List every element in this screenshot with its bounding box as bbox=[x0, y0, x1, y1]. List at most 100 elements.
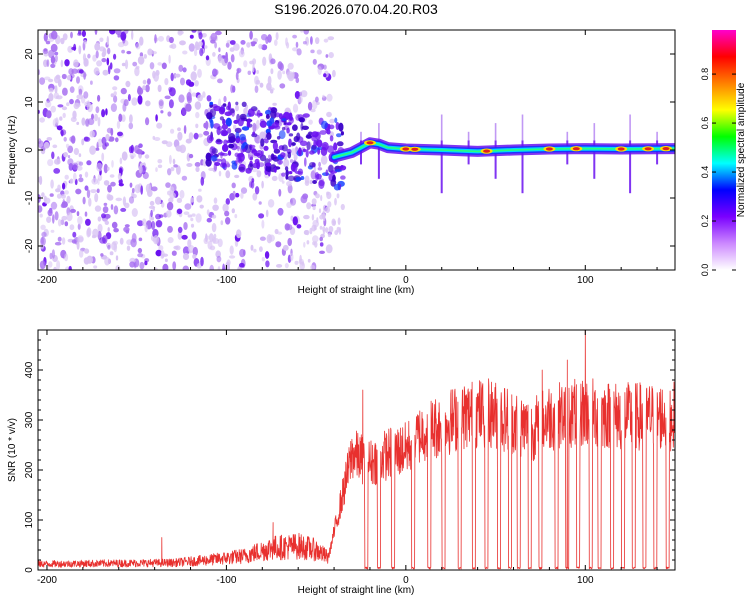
spectrogram-tail-blob bbox=[306, 202, 312, 210]
spectrogram-noise-blob bbox=[262, 56, 267, 66]
spectrogram-noise-blob bbox=[247, 70, 252, 76]
spectrogram-tail-blob bbox=[337, 217, 341, 225]
spectrogram-noise-blob bbox=[47, 159, 54, 167]
spectrogram-tail-blob bbox=[325, 206, 330, 213]
spectrogram-noise-blob bbox=[52, 144, 58, 149]
spectrogram-noise-blob bbox=[327, 36, 335, 41]
spectrogram-noise-blob bbox=[213, 197, 218, 204]
spectrogram-hot-spot-core bbox=[617, 147, 625, 151]
spectrogram-hot-spot-core bbox=[366, 141, 374, 145]
spectrogram-noise-blob bbox=[78, 177, 84, 183]
spectrogram-noise-blob bbox=[61, 215, 68, 221]
spectrogram-noise-blob bbox=[299, 254, 302, 264]
spectrogram-noise-blob bbox=[57, 236, 62, 242]
spectrogram-noise-blob bbox=[64, 253, 69, 262]
spectrogram-noise-blob bbox=[286, 224, 293, 231]
spectrogram-noise-blob bbox=[303, 214, 310, 220]
spectrogram-noise-blob bbox=[138, 165, 143, 174]
spectrogram-noise-blob bbox=[94, 193, 99, 203]
spectrogram-noise-blob bbox=[84, 211, 88, 217]
spectrogram-noise-blob bbox=[117, 172, 122, 181]
spectrogram-noise-blob bbox=[131, 30, 134, 40]
spectrogram-noise-blob bbox=[50, 63, 56, 68]
spectrogram-noise-blob bbox=[83, 39, 87, 45]
spectrogram-noise-blob bbox=[238, 50, 245, 58]
spectrogram-noise-blob bbox=[214, 41, 218, 49]
spectrogram-noise-blob bbox=[195, 166, 200, 172]
spectrogram-noise-blob bbox=[225, 170, 231, 179]
spectrogram-noise-blob bbox=[70, 208, 76, 213]
snr-xtick-label: -200 bbox=[37, 575, 57, 586]
spectrogram-turbulent-blob bbox=[221, 130, 229, 136]
spectrogram-noise-blob bbox=[190, 223, 195, 228]
spectrogram-turbulent-blob bbox=[296, 132, 301, 141]
colorbar-ticks: 0.0 0.2 0.4 0.6 0.8 bbox=[700, 68, 736, 276]
spectrogram-noise-blob bbox=[39, 117, 45, 123]
spectrogram-noise-blob bbox=[201, 33, 207, 38]
spectrogram-streak bbox=[593, 123, 596, 141]
spectrogram-noise-blob bbox=[177, 127, 181, 132]
spectrogram-noise-blob bbox=[158, 99, 164, 107]
spectrogram-noise-blob bbox=[169, 154, 172, 165]
spectrogram-noise-blob bbox=[85, 58, 89, 67]
spectrogram-turbulent-blob bbox=[288, 133, 294, 137]
spectrogram-noise-blob bbox=[188, 132, 194, 141]
spectrogram-turbulent-blob bbox=[247, 118, 252, 124]
spectrogram-noise-blob bbox=[145, 117, 150, 126]
spectrogram-noise-blob bbox=[82, 196, 86, 205]
colorbar-tick-label: 0.6 bbox=[700, 117, 710, 130]
spectrogram-noise-blob bbox=[197, 41, 203, 47]
spectrogram-noise-blob bbox=[66, 102, 70, 107]
spectrogram-noise-blob bbox=[194, 101, 202, 110]
spectrogram-noise-blob bbox=[169, 87, 176, 97]
spectrogram-noise-blob bbox=[255, 119, 260, 129]
spectrogram-noise-blob bbox=[129, 182, 133, 188]
spectrogram-noise-blob bbox=[46, 110, 52, 119]
spectrogram-turbulent-blob bbox=[298, 117, 304, 122]
spectrogram-noise-blob bbox=[64, 190, 69, 195]
spectrogram-noise-blob bbox=[46, 137, 53, 141]
spectrogram-noise-blob bbox=[188, 153, 194, 159]
spectrogram-noise-blob bbox=[160, 110, 164, 114]
spectrogram-noise-blob bbox=[99, 37, 104, 43]
spectrogram-noise-blob bbox=[183, 125, 187, 134]
spectrogram-noise-blob bbox=[251, 168, 258, 173]
spectrogram-noise-blob bbox=[226, 162, 230, 167]
spectrogram-turbulent-blob bbox=[291, 142, 296, 146]
spectrogram-noise-blob bbox=[118, 113, 123, 123]
spectrogram-noise-blob bbox=[104, 220, 110, 225]
spectrogram-hot-spot-core bbox=[402, 147, 410, 151]
spectrogram-noise-blob bbox=[205, 55, 210, 61]
spectrogram-hot-spot-core bbox=[411, 147, 419, 151]
spectrogram-noise-blob bbox=[258, 201, 262, 205]
spectrogram-noise-blob bbox=[78, 153, 82, 158]
spectrogram-turbulent-blob bbox=[306, 133, 311, 139]
spectrogram-noise-blob bbox=[296, 224, 302, 229]
spectrogram-noise-blob bbox=[66, 212, 73, 222]
spectrogram-turbulent-blob bbox=[241, 126, 250, 131]
spectrogram-turbulent-blob bbox=[284, 166, 289, 172]
spectrogram-noise-blob bbox=[60, 59, 64, 68]
spectrogram-noise-blob bbox=[155, 249, 162, 257]
spectrogram-noise-blob bbox=[204, 45, 208, 49]
spectrogram-noise-blob bbox=[175, 145, 183, 152]
spectrogram-turbulent-blob bbox=[326, 129, 331, 135]
spectrogram-noise-blob bbox=[202, 91, 206, 98]
spectrogram-noise-blob bbox=[187, 214, 193, 218]
spectrogram-noise-blob bbox=[51, 151, 55, 160]
spectrogram-noise-blob bbox=[249, 156, 253, 161]
spectrogram-noise-blob bbox=[94, 30, 98, 35]
spectrogram-xtick-label: 100 bbox=[577, 275, 594, 286]
spectrogram-noise-blob bbox=[287, 237, 293, 247]
spectrogram-noise-blob bbox=[124, 224, 130, 228]
spectrogram-turbulent-blob bbox=[231, 162, 238, 170]
spectrogram-noise-blob bbox=[254, 75, 259, 85]
spectrogram-turbulent-blob bbox=[309, 150, 315, 155]
spectrogram-noise-blob bbox=[203, 130, 210, 136]
snr-xtick-label: -100 bbox=[216, 575, 236, 586]
spectrogram-turbulent-blob bbox=[280, 152, 286, 158]
spectrogram-turbulent-blob bbox=[209, 101, 214, 106]
spectrogram-noise-blob bbox=[43, 197, 51, 204]
snr-ytick-label: 300 bbox=[24, 411, 35, 428]
